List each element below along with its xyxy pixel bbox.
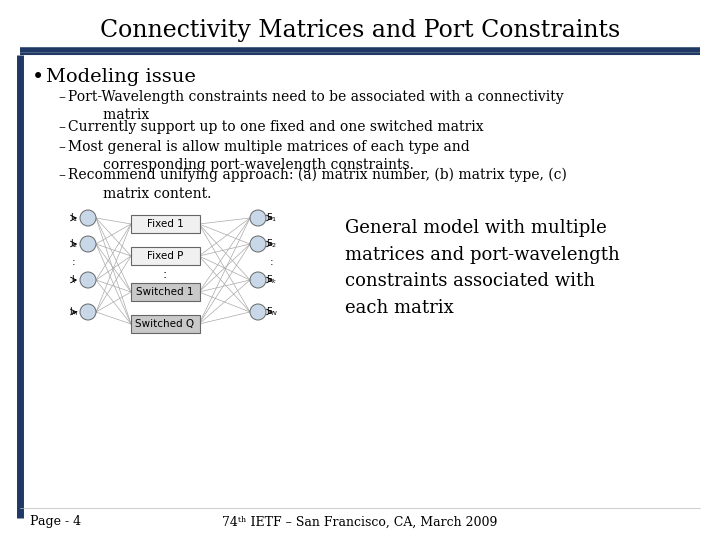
Text: Fixed 1: Fixed 1 — [147, 219, 184, 229]
Text: –: – — [58, 140, 65, 154]
FancyBboxPatch shape — [130, 315, 199, 333]
Circle shape — [250, 236, 266, 252]
Text: E$_2$: E$_2$ — [266, 238, 278, 250]
FancyBboxPatch shape — [130, 247, 199, 265]
Text: Switched 1: Switched 1 — [136, 287, 194, 297]
Text: Switched Q: Switched Q — [135, 319, 194, 329]
Text: E$_N$: E$_N$ — [266, 306, 278, 318]
Text: I$_M$: I$_M$ — [69, 306, 79, 318]
Circle shape — [250, 272, 266, 288]
Circle shape — [80, 210, 96, 226]
FancyBboxPatch shape — [130, 215, 199, 233]
Text: :: : — [163, 267, 167, 280]
Circle shape — [80, 236, 96, 252]
Text: Recommend unifying approach: (a) matrix number, (b) matrix type, (c)
        mat: Recommend unifying approach: (a) matrix … — [68, 168, 567, 201]
Text: Currently support up to one fixed and one switched matrix: Currently support up to one fixed and on… — [68, 120, 484, 134]
Text: :: : — [72, 257, 76, 267]
Text: I$_1$: I$_1$ — [70, 212, 78, 224]
Text: Page - 4: Page - 4 — [30, 516, 81, 529]
Text: –: – — [58, 168, 65, 182]
Text: E$_k$: E$_k$ — [266, 274, 278, 286]
Text: Modeling issue: Modeling issue — [46, 68, 196, 86]
Text: Most general is allow multiple matrices of each type and
        corresponding p: Most general is allow multiple matrices … — [68, 140, 469, 172]
Text: •: • — [32, 68, 44, 87]
Circle shape — [80, 304, 96, 320]
Text: General model with multiple
matrices and port-wavelength
constraints associated : General model with multiple matrices and… — [345, 219, 620, 316]
FancyBboxPatch shape — [130, 283, 199, 301]
Text: –: – — [58, 90, 65, 104]
Text: 74ᵗʰ IETF – San Francisco, CA, March 2009: 74ᵗʰ IETF – San Francisco, CA, March 200… — [222, 516, 498, 529]
Text: Port-Wavelength constraints need to be associated with a connectivity
        ma: Port-Wavelength constraints need to be a… — [68, 90, 564, 123]
Text: E$_1$: E$_1$ — [266, 212, 278, 224]
Circle shape — [250, 210, 266, 226]
Text: Connectivity Matrices and Port Constraints: Connectivity Matrices and Port Constrain… — [100, 18, 620, 42]
Text: :: : — [270, 257, 274, 267]
Circle shape — [80, 272, 96, 288]
Text: I$_l$: I$_l$ — [71, 274, 77, 286]
Text: –: – — [58, 120, 65, 134]
Text: Fixed P: Fixed P — [147, 251, 183, 261]
Text: I$_2$: I$_2$ — [70, 238, 78, 250]
Circle shape — [250, 304, 266, 320]
